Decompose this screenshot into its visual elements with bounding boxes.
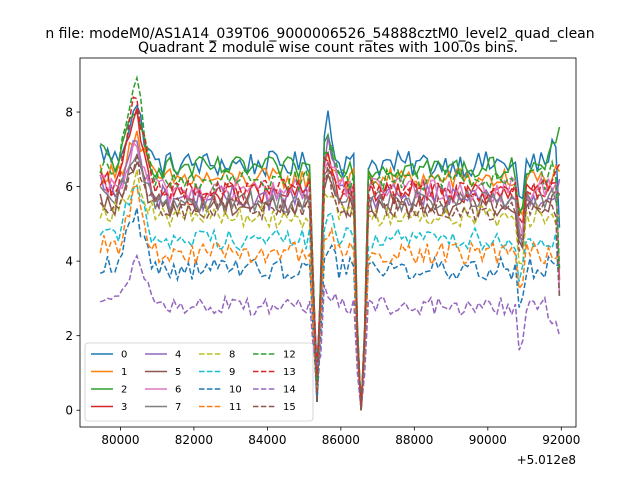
- x-tick-label: 88000: [395, 433, 433, 447]
- legend-label: 11: [229, 402, 242, 413]
- series-line-15: [99, 153, 561, 411]
- plot-frame: [79, 57, 577, 428]
- x-tick-label: 84000: [248, 433, 286, 447]
- legend-box: [84, 342, 314, 422]
- series-line-2: [99, 111, 561, 411]
- x-tick-label: 92000: [542, 433, 580, 447]
- legend-label: 2: [121, 385, 127, 396]
- legend-label: 0: [121, 350, 127, 361]
- x-tick-label: 80000: [101, 433, 139, 447]
- legend-label: 12: [283, 350, 296, 361]
- legend-label: 14: [283, 385, 296, 396]
- legend-label: 10: [229, 385, 242, 396]
- plot-area: [99, 74, 561, 411]
- series-line-9: [99, 183, 561, 411]
- x-tick-label: 86000: [322, 433, 360, 447]
- legend-label: 3: [121, 402, 127, 413]
- y-tick-label: 0: [65, 404, 73, 418]
- y-tick-label: 6: [65, 180, 73, 194]
- legend-label: 4: [175, 350, 181, 361]
- legend-label: 7: [175, 402, 181, 413]
- legend-label: 9: [229, 367, 235, 378]
- legend-label: 6: [175, 385, 181, 396]
- axes: 80000 82000 84000 86000 88000 90000 92000 +5.01…: [65, 57, 580, 467]
- series-line-0: [99, 103, 561, 411]
- legend-label: 8: [229, 350, 235, 361]
- y-tick-label: 4: [65, 255, 73, 269]
- series-line-10: [99, 207, 560, 411]
- y-tick-label: 8: [65, 106, 73, 120]
- legend-label: 1: [121, 367, 127, 378]
- x-offset-label: +5.012e8: [517, 453, 576, 467]
- legend-label: 13: [283, 367, 296, 378]
- series-line-14: [99, 253, 561, 411]
- x-tick-label: 82000: [175, 433, 213, 447]
- series-line-11: [99, 185, 561, 411]
- legend-label: 5: [175, 367, 181, 378]
- y-tick-label: 2: [65, 329, 73, 343]
- chart-suptitle: n file: modeM0/AS1A14_039T06_9000006526_…: [45, 26, 594, 42]
- series-line-13: [99, 96, 561, 411]
- series-line-8: [99, 169, 561, 411]
- chart-title: Quadrant 2 module wise count rates with …: [138, 40, 518, 56]
- x-tick-label: 90000: [469, 433, 507, 447]
- legend-label: 15: [283, 402, 296, 413]
